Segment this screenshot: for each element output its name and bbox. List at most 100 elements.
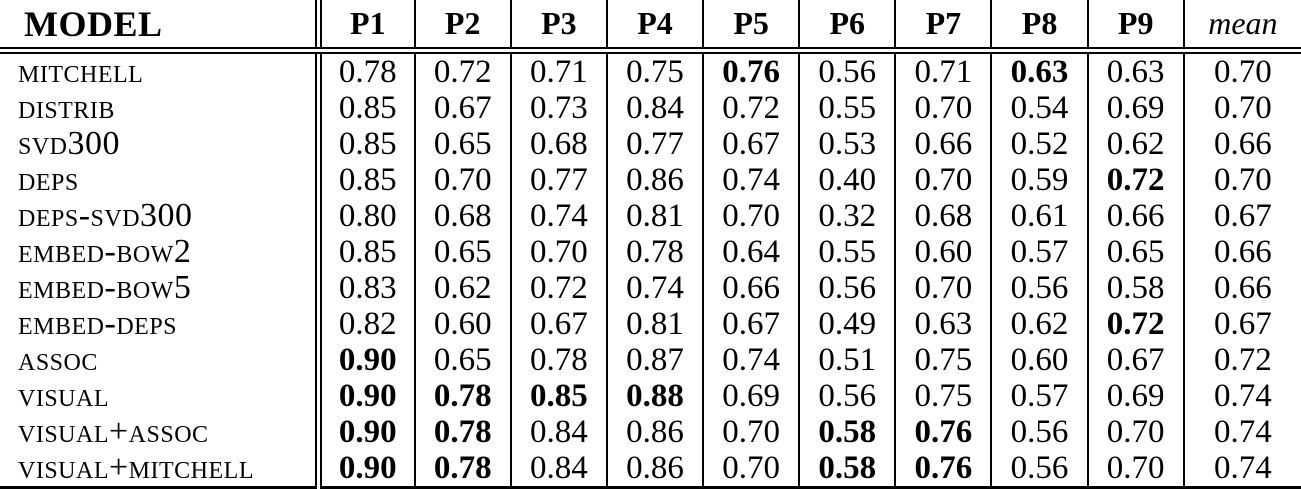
mean-value-cell: 0.72 (1182, 342, 1301, 378)
value-cell: 0.62 (990, 306, 1088, 342)
column-header-p9: P9 (1086, 0, 1184, 54)
value-cell: 0.70 (1086, 450, 1184, 488)
model-name-cell: VISUAL+ASSOC (18, 413, 209, 450)
value-cell: 0.67 (413, 90, 511, 126)
value-cell: 0.65 (413, 126, 511, 162)
value-cell: 0.55 (798, 90, 896, 126)
value-cell: 0.70 (894, 90, 992, 126)
column-header-mean: mean (1182, 0, 1301, 54)
value-cell: 0.49 (798, 306, 896, 342)
value-cell: 0.73 (509, 90, 607, 126)
value-cell: 0.74 (702, 162, 800, 198)
value-cell: 0.65 (413, 234, 511, 270)
value-cell: 0.78 (314, 50, 415, 90)
value-cell: 0.75 (894, 342, 992, 378)
table-row: DEPS-SVD300 0.80 0.68 0.74 0.81 0.70 0.32 0.68 0… (0, 198, 1301, 234)
value-cell: 0.53 (798, 126, 896, 162)
model-name-cell: VISUAL (18, 377, 109, 414)
value-cell: 0.66 (702, 270, 800, 306)
model-name-cell: DISTRIB (18, 89, 115, 126)
value-cell: 0.84 (605, 90, 704, 126)
column-header-model: MODEL (0, 0, 319, 54)
value-cell: 0.85 (314, 90, 415, 126)
mean-value-cell: 0.70 (1182, 162, 1301, 198)
header-row: MODEL P1 P2 P3 P4 P5 P6 P7 P8 P9 mean (0, 0, 1301, 54)
value-cell: 0.80 (314, 198, 415, 234)
value-cell: 0.56 (990, 414, 1088, 450)
value-cell: 0.85 (509, 378, 607, 414)
table-row: VISUAL+ASSOC 0.90 0.78 0.84 0.86 0.70 0.58 0.76… (0, 414, 1301, 450)
mean-value-cell: 0.67 (1182, 306, 1301, 342)
value-cell: 0.85 (314, 234, 415, 270)
mean-value-cell: 0.74 (1182, 414, 1301, 450)
value-cell: 0.71 (509, 50, 607, 90)
value-cell: 0.61 (990, 198, 1088, 234)
table-row: VISUAL+MITCHELL 0.90 0.78 0.84 0.86 0.70 0.58 0… (0, 450, 1301, 488)
value-cell: 0.66 (1086, 198, 1184, 234)
value-cell: 0.74 (509, 198, 607, 234)
model-name-cell: MITCHELL (18, 53, 144, 90)
mean-value-cell: 0.74 (1182, 450, 1301, 488)
value-cell: 0.68 (894, 198, 992, 234)
value-cell: 0.71 (894, 50, 992, 90)
value-cell: 0.69 (702, 378, 800, 414)
column-header-p1: P1 (314, 0, 415, 54)
value-cell: 0.70 (894, 162, 992, 198)
value-cell: 0.65 (413, 342, 511, 378)
value-cell: 0.74 (702, 342, 800, 378)
value-cell: 0.68 (413, 198, 511, 234)
value-cell: 0.57 (990, 378, 1088, 414)
mean-value-cell: 0.66 (1182, 270, 1301, 306)
value-cell: 0.60 (894, 234, 992, 270)
value-cell: 0.67 (509, 306, 607, 342)
value-cell: 0.70 (413, 162, 511, 198)
model-name-cell: VISUAL+MITCHELL (18, 449, 254, 486)
value-cell: 0.86 (605, 450, 704, 488)
value-cell: 0.52 (990, 126, 1088, 162)
value-cell: 0.78 (413, 450, 511, 488)
value-cell: 0.70 (894, 270, 992, 306)
table-row: SVD300 0.85 0.65 0.68 0.77 0.67 0.53 0.66 0.52 0.… (0, 126, 1301, 162)
mean-value-cell: 0.70 (1182, 50, 1301, 90)
table-row: DISTRIB 0.85 0.67 0.73 0.84 0.72 0.55 0.70 0.54 0… (0, 90, 1301, 126)
model-name-cell: ASSOC (18, 341, 98, 378)
mean-value-cell: 0.66 (1182, 126, 1301, 162)
value-cell: 0.40 (798, 162, 896, 198)
value-cell: 0.51 (798, 342, 896, 378)
mean-value-cell: 0.67 (1182, 198, 1301, 234)
value-cell: 0.84 (509, 414, 607, 450)
value-cell: 0.63 (1086, 50, 1184, 90)
value-cell: 0.56 (990, 270, 1088, 306)
value-cell: 0.70 (702, 198, 800, 234)
column-header-p6: P6 (798, 0, 896, 54)
value-cell: 0.70 (702, 450, 800, 488)
value-cell: 0.76 (702, 50, 800, 90)
value-cell: 0.59 (990, 162, 1088, 198)
value-cell: 0.86 (605, 414, 704, 450)
value-cell: 0.65 (1086, 234, 1184, 270)
table-row: EMBED-DEPS 0.82 0.60 0.67 0.81 0.67 0.49 0.63 0.… (0, 306, 1301, 342)
value-cell: 0.63 (990, 50, 1088, 90)
value-cell: 0.70 (1086, 414, 1184, 450)
value-cell: 0.55 (798, 234, 896, 270)
value-cell: 0.90 (314, 378, 415, 414)
column-header-p3: P3 (509, 0, 607, 54)
model-name-cell: EMBED-BOW5 (18, 269, 192, 306)
table-row: MITCHELL 0.78 0.72 0.71 0.75 0.76 0.56 0.71 0.63… (0, 50, 1301, 90)
model-name-cell: SVD300 (18, 125, 121, 162)
value-cell: 0.64 (702, 234, 800, 270)
value-cell: 0.78 (413, 378, 511, 414)
value-cell: 0.60 (990, 342, 1088, 378)
value-cell: 0.77 (509, 162, 607, 198)
column-header-p7: P7 (894, 0, 992, 54)
value-cell: 0.56 (798, 50, 896, 90)
value-cell: 0.78 (509, 342, 607, 378)
value-cell: 0.81 (605, 198, 704, 234)
value-cell: 0.90 (314, 450, 415, 488)
value-cell: 0.83 (314, 270, 415, 306)
value-cell: 0.62 (1086, 126, 1184, 162)
value-cell: 0.56 (798, 378, 896, 414)
value-cell: 0.72 (509, 270, 607, 306)
mean-value-cell: 0.66 (1182, 234, 1301, 270)
value-cell: 0.68 (509, 126, 607, 162)
